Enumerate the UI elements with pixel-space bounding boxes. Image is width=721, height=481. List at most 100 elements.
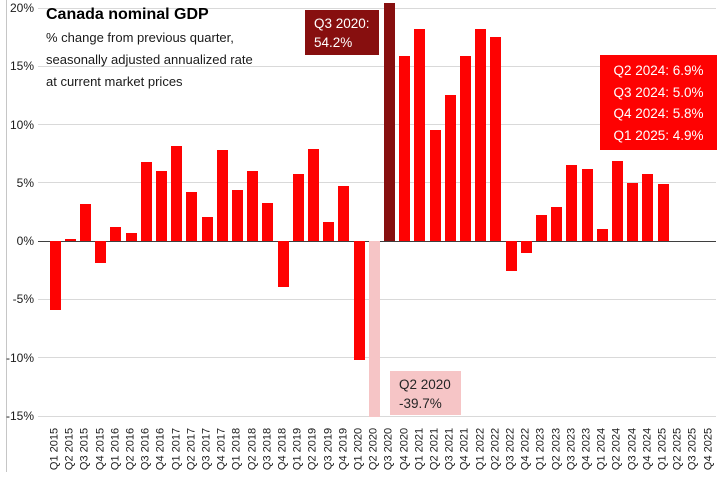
x-axis-tick-label: Q2 2022 xyxy=(489,427,502,471)
chart-subtitle-line-1: % change from previous quarter, xyxy=(46,30,234,45)
x-axis-tick-label: Q1 2021 xyxy=(413,427,426,471)
x-axis-tick-label: Q3 2015 xyxy=(78,427,91,471)
x-axis-tick-label: Q2 2019 xyxy=(306,427,319,471)
x-axis-tick-label: Q1 2023 xyxy=(534,427,547,471)
annotation-q3-2020-label: Q3 2020: xyxy=(314,16,370,31)
gridline xyxy=(38,124,716,126)
bar-q4-2020 xyxy=(399,55,411,242)
x-axis-tick-label: Q2 2017 xyxy=(185,427,198,471)
bar-q3-2024 xyxy=(627,182,639,242)
bar-q4-2021 xyxy=(459,55,471,242)
bar-q1-2020 xyxy=(353,241,365,361)
x-axis-tick-label: Q3 2017 xyxy=(200,427,213,471)
bar-q1-2017 xyxy=(171,145,183,242)
bar-q3-2022 xyxy=(505,241,517,272)
x-axis-tick-label: Q1 2015 xyxy=(48,427,61,471)
annotation-q3-2020-value: 54.2% xyxy=(314,35,353,50)
x-axis-tick-label: Q3 2019 xyxy=(322,427,335,471)
x-axis-tick-label: Q1 2016 xyxy=(109,427,122,471)
bar-q4-2017 xyxy=(216,150,228,242)
annotation-q2-2020-label: Q2 2020 xyxy=(399,377,451,392)
bar-q2-2024 xyxy=(611,160,623,242)
x-axis-tick-label: Q2 2018 xyxy=(246,427,259,471)
x-axis-tick-label: Q4 2015 xyxy=(94,427,107,471)
x-axis-tick-label: Q3 2021 xyxy=(443,427,456,471)
bar-q2-2017 xyxy=(186,192,198,242)
x-axis-tick-label: Q2 2020 xyxy=(367,427,380,471)
bar-q3-2017 xyxy=(201,216,213,242)
bar-q4-2015 xyxy=(95,241,107,264)
bar-q3-2018 xyxy=(262,202,274,242)
gridline xyxy=(38,182,716,184)
bar-q1-2018 xyxy=(231,189,243,242)
x-axis-tick-label: Q4 2021 xyxy=(458,427,471,471)
annotation-recent-line-3: Q4 2024: 5.8% xyxy=(613,106,704,121)
y-axis-tick-label: 20% xyxy=(9,1,34,15)
x-axis-tick-label: Q2 2023 xyxy=(550,427,563,471)
x-axis-tick-label: Q3 2016 xyxy=(139,427,152,471)
x-axis-tick-label: Q4 2022 xyxy=(519,427,532,471)
bar-q3-2020 xyxy=(383,3,395,242)
x-axis-tick-label: Q1 2025 xyxy=(656,427,669,471)
y-axis-tick-label: 0% xyxy=(16,234,34,249)
annotation-q3-2020: Q3 2020: 54.2% xyxy=(305,10,379,55)
x-axis-tick-label: Q1 2018 xyxy=(230,427,243,471)
bar-q1-2019 xyxy=(292,173,304,242)
bar-q3-2015 xyxy=(79,203,91,242)
x-axis-tick-label: Q2 2015 xyxy=(63,427,76,471)
x-axis-tick-label: Q4 2023 xyxy=(580,427,593,471)
x-axis-tick-label: Q3 2025 xyxy=(686,427,699,471)
bar-q2-2019 xyxy=(307,149,319,242)
bar-q2-2016 xyxy=(125,232,137,242)
y-axis-tick-label: 5% xyxy=(16,175,34,190)
x-axis-tick-label: Q3 2018 xyxy=(261,427,274,471)
x-axis-tick-label: Q4 2025 xyxy=(702,427,715,471)
bar-q4-2018 xyxy=(277,241,289,287)
x-axis-tick-label: Q4 2018 xyxy=(276,427,289,471)
gridline xyxy=(38,7,716,9)
x-axis-tick-label: Q4 2017 xyxy=(215,427,228,471)
x-axis-tick-label: Q4 2020 xyxy=(398,427,411,471)
y-axis-tick-label: 10% xyxy=(9,117,34,132)
annotation-recent-line-2: Q3 2024: 5.0% xyxy=(613,84,704,100)
x-axis-tick-label: Q2 2025 xyxy=(671,427,684,471)
x-axis-tick-label: Q3 2020 xyxy=(382,427,395,471)
bar-q1-2022 xyxy=(475,28,487,242)
x-axis-tick-label: Q1 2022 xyxy=(474,427,487,471)
annotation-recent-quarters: Q2 2024: 6.9% Q3 2024: 5.0% Q4 2024: 5.8… xyxy=(600,55,717,150)
bar-q1-2015 xyxy=(49,241,61,310)
bar-q4-2022 xyxy=(520,241,532,253)
bar-q1-2025 xyxy=(657,184,669,242)
bar-q4-2019 xyxy=(338,186,350,242)
bar-q1-2021 xyxy=(414,28,426,242)
chart-subtitle-line-3: at current market prices xyxy=(46,74,183,89)
x-axis-tick-label: Q4 2024 xyxy=(641,427,654,471)
bar-q4-2023 xyxy=(581,168,593,242)
x-axis-tick-label: Q3 2022 xyxy=(504,427,517,471)
x-axis-tick-label: Q2 2016 xyxy=(124,427,137,471)
title-block: Canada nominal GDP % change from previou… xyxy=(46,6,253,93)
x-axis-tick-label: Q1 2019 xyxy=(291,427,304,471)
gridline xyxy=(38,65,716,67)
bar-q4-2024 xyxy=(642,173,654,242)
x-axis-tick-label: Q1 2024 xyxy=(595,427,608,471)
bar-q1-2016 xyxy=(110,227,122,242)
annotation-q2-2020: Q2 2020 -39.7% xyxy=(390,371,461,415)
x-axis-tick-label: Q3 2023 xyxy=(565,427,578,471)
annotation-recent-line-1: Q2 2024: 6.9% xyxy=(613,63,704,78)
x-axis-tick-label: Q2 2021 xyxy=(428,427,441,471)
bar-q4-2016 xyxy=(155,171,167,242)
x-axis-tick-label: Q3 2024 xyxy=(626,427,639,471)
bar-q3-2019 xyxy=(323,222,335,242)
x-axis-tick-label: Q1 2017 xyxy=(170,427,183,471)
annotation-q2-2020-value: -39.7% xyxy=(399,396,442,411)
bar-q1-2023 xyxy=(535,215,547,242)
x-axis-tick-label: Q4 2016 xyxy=(154,427,167,471)
bar-q3-2023 xyxy=(566,165,578,242)
y-axis-tick-label: -5% xyxy=(12,292,34,307)
chart-title: Canada nominal GDP xyxy=(46,6,209,23)
x-axis-tick-label: Q2 2024 xyxy=(610,427,623,471)
x-axis-tick-label: Q1 2020 xyxy=(352,427,365,471)
bar-q1-2024 xyxy=(596,229,608,242)
